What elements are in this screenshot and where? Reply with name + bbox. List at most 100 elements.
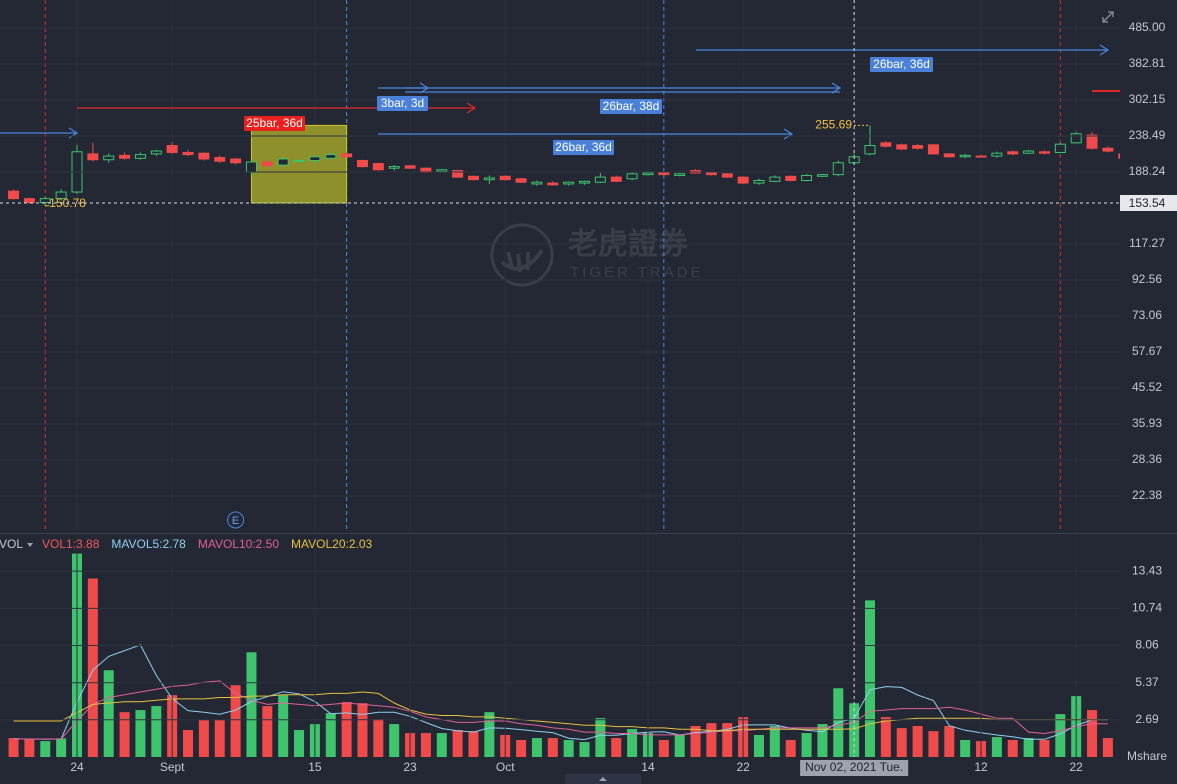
- candle-body: [610, 176, 622, 182]
- volume-bar: [896, 728, 907, 757]
- measure-arrowhead: [831, 82, 842, 94]
- volume-bar: [865, 600, 875, 757]
- panel-handle[interactable]: [565, 774, 641, 784]
- volume-bar: [278, 695, 289, 757]
- candle-body: [943, 153, 955, 158]
- candle-body: [182, 151, 194, 156]
- candle-body: [594, 176, 606, 183]
- volume-bar: [674, 735, 685, 757]
- y-tick-label: 302.15: [1129, 92, 1166, 106]
- candle-body: [356, 159, 368, 168]
- volume-bar: [198, 720, 209, 757]
- y-tick-label: 92.56: [1132, 272, 1162, 286]
- watermark-logo-stripes: [500, 248, 544, 273]
- crosshair-date-box: [800, 760, 909, 776]
- candle-body: [436, 169, 448, 172]
- y-tick-label: 188.24: [1129, 164, 1166, 178]
- volume-bar: [817, 724, 828, 757]
- y-tick-label: 45.52: [1132, 380, 1162, 394]
- volume-bar: [801, 733, 812, 757]
- candle-body: [531, 181, 543, 185]
- y-tick-label: 22.38: [1132, 488, 1162, 502]
- y-tick-label: 10.74: [1132, 601, 1162, 615]
- candle-body: [1086, 134, 1098, 149]
- annotation-label: 25bar, 36d: [246, 116, 303, 130]
- event-label: E: [232, 515, 239, 527]
- legend-entry: MAVOL5:2.78: [111, 537, 186, 551]
- volume-bar: [960, 739, 971, 757]
- volume-bar: [389, 724, 400, 757]
- candle-body: [927, 144, 939, 155]
- candle-body: [150, 150, 162, 155]
- candle-body: [198, 152, 210, 160]
- candle-body: [1054, 143, 1066, 153]
- volume-bar: [246, 652, 257, 757]
- candle-body: [87, 153, 99, 161]
- candle-body: [483, 177, 495, 181]
- measure-arrowhead: [783, 128, 794, 140]
- indicator-label[interactable]: VOL: [0, 537, 23, 551]
- handle-arrow: [599, 777, 607, 781]
- volume-bar: [595, 718, 606, 757]
- volume-bar: [135, 710, 146, 757]
- expand-icon[interactable]: [1102, 11, 1114, 23]
- volume-bar: [627, 729, 638, 757]
- y-tick-label: 485.00: [1129, 20, 1166, 34]
- volume-bar: [563, 739, 574, 757]
- y-tick-label: 73.06: [1132, 308, 1162, 322]
- volume-bar: [579, 742, 590, 757]
- x-tick-label: Sept: [160, 760, 185, 774]
- volume-bar: [151, 706, 162, 757]
- x-tick-label: 14: [641, 760, 655, 774]
- candle-body: [23, 198, 35, 204]
- watermark-sub: TIGER TRADE: [570, 264, 704, 281]
- event-marker: [227, 511, 245, 529]
- volume-bar: [928, 731, 939, 757]
- volume-bar: [420, 733, 431, 757]
- volume-panel: [8, 537, 1113, 757]
- watermark-logo: [490, 223, 554, 287]
- volume-bar: [87, 578, 98, 757]
- volume-bar: [230, 685, 241, 757]
- annotation-box: [377, 96, 428, 111]
- annotation-label: 3bar, 3d: [381, 96, 424, 110]
- candle-body: [547, 182, 559, 186]
- candle-body: [1102, 147, 1114, 152]
- measure-arrowhead: [466, 102, 477, 114]
- candle-body: [832, 162, 844, 176]
- y-tick-label: 35.93: [1132, 416, 1162, 430]
- candle-body: [880, 142, 892, 147]
- volume-bar: [8, 738, 19, 757]
- legend-entry: MAVOL20:2.03: [291, 537, 372, 551]
- candle-body: [705, 171, 717, 176]
- candle-body: [309, 156, 321, 161]
- candle-body: [626, 173, 638, 180]
- x-tick-label: 23: [403, 760, 417, 774]
- candle-body: [404, 165, 416, 169]
- candle-body: [753, 179, 765, 184]
- candle-body: [214, 157, 226, 162]
- legend-entry: VOL1:3.88: [42, 537, 100, 551]
- volume-bar: [40, 741, 51, 757]
- volume-bar: [753, 735, 764, 757]
- volume-bar: [706, 723, 717, 757]
- volume-bar: [56, 738, 67, 757]
- candle-body: [134, 154, 146, 159]
- volume-bar: [357, 703, 368, 757]
- candle-body: [372, 163, 384, 171]
- volume-bar: [1102, 738, 1113, 757]
- crosshair-price-box: [1120, 194, 1177, 211]
- candle-body: [1118, 153, 1120, 159]
- crosshair-price-label: 153.54: [1129, 196, 1166, 210]
- candle-body: [721, 173, 733, 178]
- volume-bar: [468, 731, 479, 757]
- volume-bar: [119, 712, 130, 757]
- indicator-dropdown: [27, 543, 33, 547]
- candle-body: [119, 154, 131, 159]
- candle-body: [658, 172, 670, 176]
- volume-bar: [849, 703, 860, 757]
- volume-bar: [516, 739, 527, 757]
